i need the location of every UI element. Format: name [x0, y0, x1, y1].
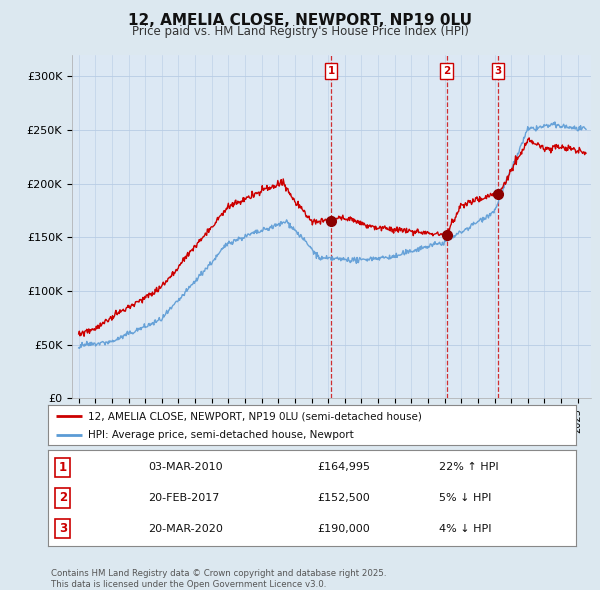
Text: 03-MAR-2010: 03-MAR-2010	[148, 463, 223, 473]
Text: £190,000: £190,000	[317, 523, 370, 533]
Text: 1: 1	[328, 66, 335, 76]
Text: 3: 3	[59, 522, 67, 535]
Text: 20-MAR-2020: 20-MAR-2020	[148, 523, 223, 533]
Text: 5% ↓ HPI: 5% ↓ HPI	[439, 493, 491, 503]
Text: £152,500: £152,500	[317, 493, 370, 503]
Text: HPI: Average price, semi-detached house, Newport: HPI: Average price, semi-detached house,…	[88, 431, 353, 440]
Text: 22% ↑ HPI: 22% ↑ HPI	[439, 463, 499, 473]
Text: Price paid vs. HM Land Registry's House Price Index (HPI): Price paid vs. HM Land Registry's House …	[131, 25, 469, 38]
Text: 4% ↓ HPI: 4% ↓ HPI	[439, 523, 491, 533]
Text: £164,995: £164,995	[317, 463, 370, 473]
Text: 12, AMELIA CLOSE, NEWPORT, NP19 0LU: 12, AMELIA CLOSE, NEWPORT, NP19 0LU	[128, 13, 472, 28]
Text: 2: 2	[443, 66, 450, 76]
Text: 12, AMELIA CLOSE, NEWPORT, NP19 0LU (semi-detached house): 12, AMELIA CLOSE, NEWPORT, NP19 0LU (sem…	[88, 411, 421, 421]
Text: 1: 1	[59, 461, 67, 474]
Text: 20-FEB-2017: 20-FEB-2017	[148, 493, 220, 503]
Text: 2: 2	[59, 491, 67, 504]
Text: Contains HM Land Registry data © Crown copyright and database right 2025.
This d: Contains HM Land Registry data © Crown c…	[51, 569, 386, 589]
Text: 3: 3	[494, 66, 502, 76]
